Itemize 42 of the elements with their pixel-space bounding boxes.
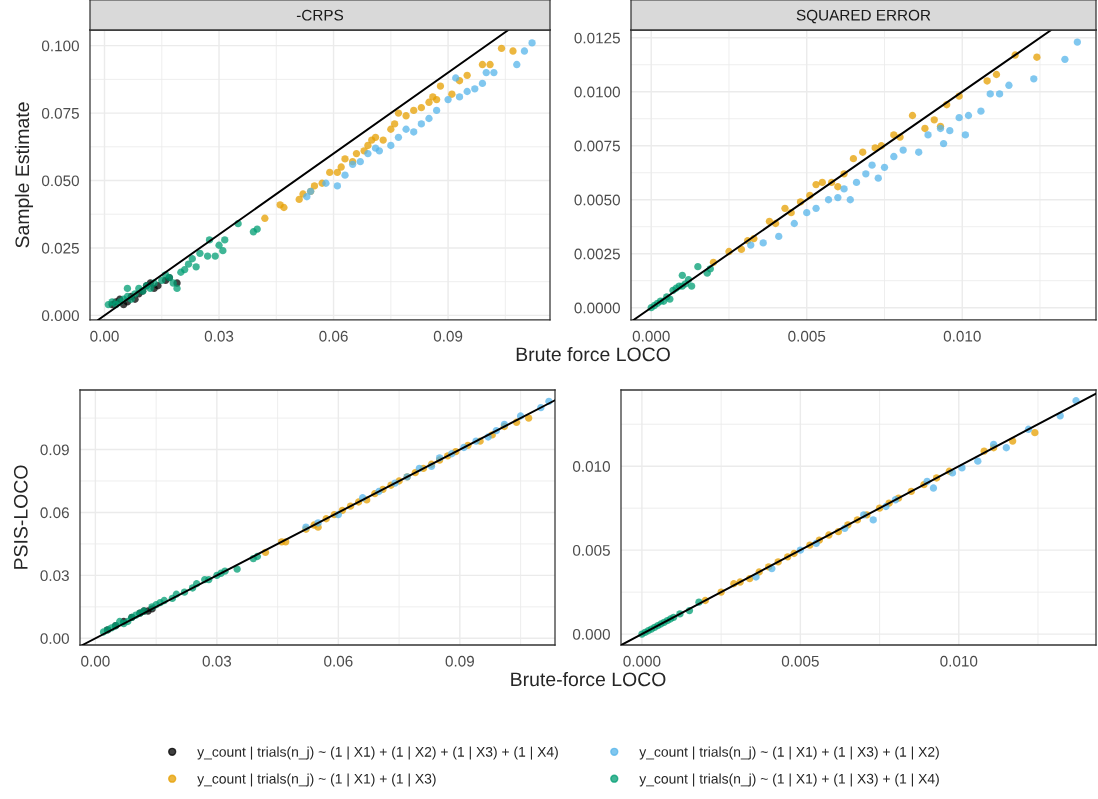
x-tick-label: 0.00 <box>81 655 110 667</box>
x-tick-label: 0.000 <box>623 655 661 667</box>
y-tick-label: 0.03 <box>40 570 69 582</box>
x-tick-label: 0.06 <box>324 655 353 667</box>
y-axis-title: Sample Estimate <box>14 102 34 248</box>
y-tick-label: 0.100 <box>41 40 79 52</box>
y-tick-label: 0.025 <box>41 242 79 254</box>
y-axis-title: PSIS-LOCO <box>13 465 28 569</box>
x-tick-label: 0.00 <box>90 330 119 342</box>
x-axis-title: Brute force LOCO <box>516 346 670 362</box>
y-tick-label: 0.000 <box>572 628 610 640</box>
y-tick-label: 0.0050 <box>574 194 620 206</box>
x-tick-label: 0.010 <box>943 330 981 342</box>
x-tick-label: 0.06 <box>319 330 348 342</box>
x-tick-label: 0.010 <box>940 655 978 667</box>
chart-title: -CRPS <box>296 9 344 21</box>
legend-label: y_count | trials(n_j) ~ (1 | X1) + (1 | X3) + (1 | X2) <box>639 746 939 760</box>
legend-label: y_count | trials(n_j) ~ (1 | X1) + (1 | X3) + (1 | X4) <box>639 773 939 787</box>
y-tick-label: 0.0125 <box>574 32 620 44</box>
y-tick-label: 0.0025 <box>574 248 620 260</box>
y-tick-label: 0.075 <box>41 107 79 119</box>
x-tick-label: 0.005 <box>781 655 819 667</box>
x-tick-label: 0.000 <box>632 330 670 342</box>
y-tick-label: 0.010 <box>572 461 610 472</box>
x-tick-label: 0.005 <box>788 330 826 342</box>
chart-title: SQUARED ERROR <box>796 9 931 24</box>
legend-label: y_count | trials(n_j) ~ (1 | X1) + (1 | X3) <box>197 773 436 787</box>
y-tick-label: 0.0075 <box>574 140 620 152</box>
y-tick-label: 0.005 <box>572 545 610 556</box>
x-tick-label: 0.03 <box>202 655 232 667</box>
y-tick-label: 0.0100 <box>574 86 620 98</box>
y-tick-label: 0.0000 <box>574 302 620 314</box>
y-tick-label: 0.09 <box>40 444 69 456</box>
legend-label: y_count | trials(n_j) ~ (1 | X1) + (1 | X2) + (1 | X3) + (1 | X4) <box>197 746 558 760</box>
x-tick-label: 0.03 <box>204 330 234 342</box>
y-tick-label: 0.050 <box>41 175 79 187</box>
y-tick-label: 0.000 <box>41 310 79 322</box>
x-axis-title: Brute-force LOCO <box>511 671 666 687</box>
x-tick-label: 0.09 <box>445 655 474 667</box>
y-tick-label: 0.00 <box>40 633 69 644</box>
y-tick-label: 0.06 <box>40 507 69 519</box>
x-tick-label: 0.09 <box>433 330 463 342</box>
